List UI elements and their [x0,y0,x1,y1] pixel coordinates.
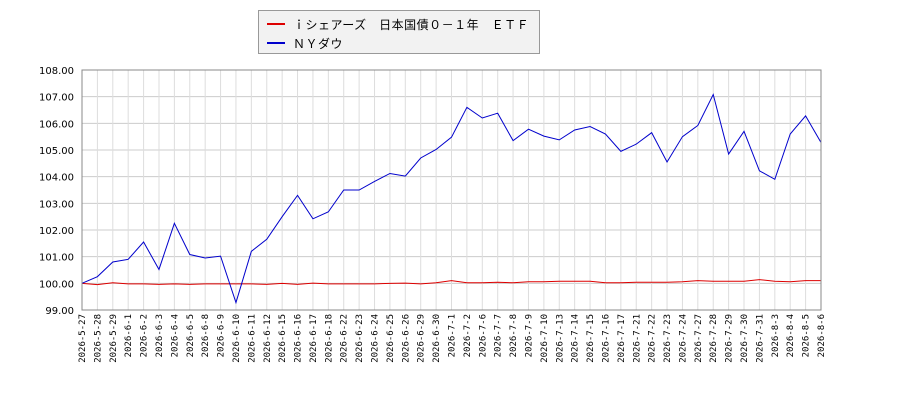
y-tick-label: 101.00 [39,253,74,264]
x-tick-label: 2026-8-3 [771,314,781,357]
x-tick-label: 2026-7-23 [663,314,673,363]
legend-item-nydow: ＮＹダウ [267,34,343,52]
y-axis-tick-labels: 108.00 107.00 106.00 105.00 104.00 103.00 102.… [39,66,74,317]
x-tick-label: 2026-7-30 [740,314,750,363]
x-tick-label: 2026-8-6 [817,314,827,357]
y-tick-label: 100.00 [39,279,74,290]
x-tick-label: 2026-6-3 [155,314,165,357]
x-tick-label: 2026-6-30 [432,314,442,363]
y-tick-label: 104.00 [39,173,74,184]
x-tick-label: 2026-7-27 [694,314,704,363]
plot-frame [81,69,822,311]
y-tick-label: 106.00 [39,119,74,130]
y-tick-label: 102.00 [39,226,74,237]
legend-swatch-etf [267,23,285,25]
y-tick-label: 99.00 [45,306,74,317]
x-tick-label: 2026-7-29 [725,314,735,363]
x-tick-label: 2026-6-4 [170,314,180,357]
x-tick-label: 2026-6-16 [294,314,304,363]
x-tick-label: 2026-6-2 [140,314,150,357]
x-tick-label: 2026-8-5 [802,314,812,357]
x-tick-label: 2026-6-23 [355,314,365,363]
x-tick-label: 2026-7-6 [478,314,488,357]
y-tick-label: 107.00 [39,93,74,104]
x-tick-label: 2026-6-10 [232,314,242,363]
series-line-nydow [81,93,822,305]
x-tick-label: 2026-5-28 [93,314,103,363]
x-tick-label: 2026-6-9 [217,314,227,357]
x-tick-label: 2026-6-25 [386,314,396,363]
legend-swatch-nydow [267,42,285,44]
x-tick-label: 2026-7-2 [463,314,473,357]
x-tick-label: 2026-7-24 [678,314,688,363]
y-tick-label: 105.00 [39,146,74,157]
x-tick-label: 2026-7-14 [571,314,581,363]
x-tick-label: 2026-6-17 [309,314,319,363]
x-tick-label: 2026-6-18 [324,314,334,363]
x-tick-label: 2026-7-17 [617,314,627,363]
x-tick-label: 2026-6-24 [371,314,381,363]
x-tick-label: 2026-6-22 [340,314,350,363]
x-tick-label: 2026-6-5 [186,314,196,357]
x-tick-label: 2026-8-4 [786,314,796,357]
chart-legend: ｉシェアーズ 日本国債０－１年 ＥＴＦ ＮＹダウ [258,10,540,54]
series-line-etf [81,279,821,286]
x-tick-label: 2026-6-11 [247,314,257,363]
x-tick-label: 2026-7-7 [494,314,504,357]
x-tick-label: 2026-6-26 [401,314,411,363]
x-tick-label: 2026-7-21 [632,314,642,363]
x-tick-label: 2026-6-15 [278,314,288,363]
x-tick-label: 2026-5-29 [109,314,119,363]
y-tick-label: 108.00 [39,66,74,77]
x-tick-label: 2026-6-8 [201,314,211,357]
x-tick-label: 2026-7-9 [524,314,534,357]
y-tick-label: 103.00 [39,199,74,210]
legend-label-nydow: ＮＹダウ [293,36,344,51]
x-tick-label: 2026-5-27 [78,314,88,363]
x-tick-label: 2026-7-28 [709,314,719,363]
x-tick-label: 2026-7-8 [509,314,519,357]
x-tick-label: 2026-7-10 [540,314,550,363]
x-tick-label: 2026-6-29 [417,314,427,363]
x-tick-label: 2026-7-1 [448,314,458,357]
x-tick-label: 2026-6-1 [124,314,134,357]
x-tick-label: 2026-7-15 [586,314,596,363]
x-tick-label: 2026-6-12 [263,314,273,363]
series-lines [81,93,822,305]
legend-item-etf: ｉシェアーズ 日本国債０－１年 ＥＴＦ [267,15,529,33]
x-tick-label: 2026-7-22 [648,314,658,363]
x-axis-tick-labels: 2026-5-27 2026-5-28 2026-5-29 2026-6-1 2026-… [78,314,827,363]
x-tick-label: 2026-7-13 [555,314,565,363]
legend-label-etf: ｉシェアーズ 日本国債０－１年 ＥＴＦ [293,17,530,32]
x-tick-label: 2026-7-31 [755,314,765,363]
x-tick-label: 2026-7-16 [601,314,611,363]
